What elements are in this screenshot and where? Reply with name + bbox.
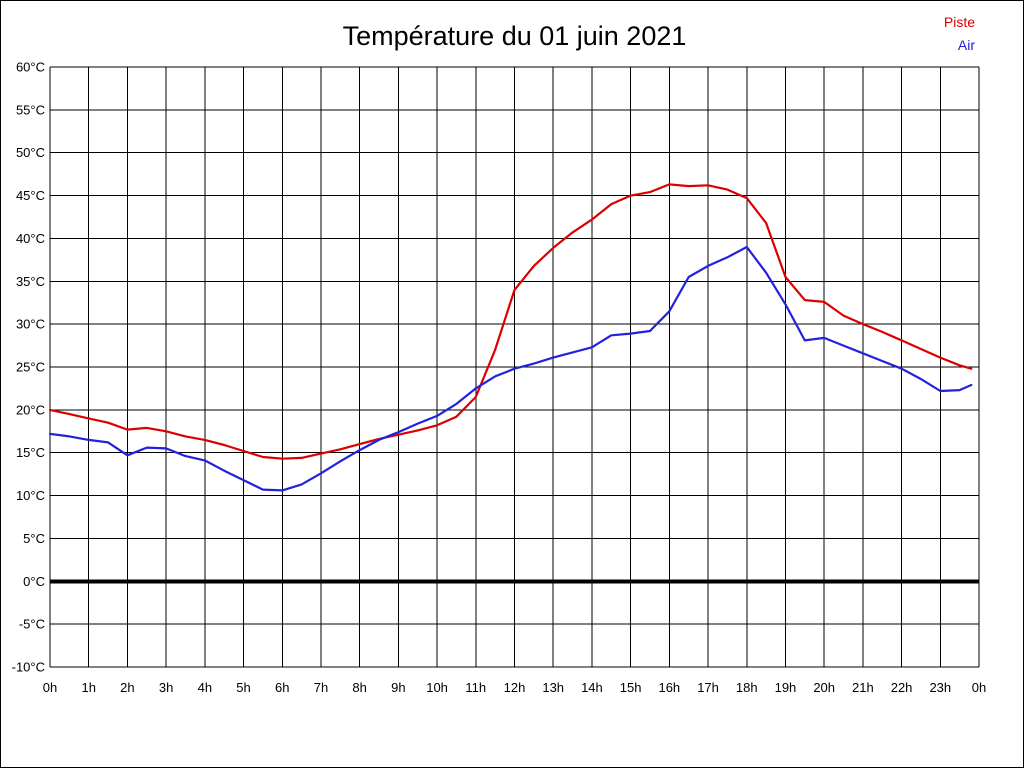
chart-legend: Piste Air: [944, 11, 975, 57]
x-axis-tick-label: 9h: [391, 680, 405, 695]
x-axis-tick-label: 2h: [120, 680, 134, 695]
x-axis-tick-label: 11h: [465, 680, 486, 695]
y-axis-tick-label: 30°C: [16, 317, 45, 332]
y-axis-tick-label: 40°C: [16, 231, 45, 246]
x-axis-tick-label: 6h: [275, 680, 289, 695]
x-axis-tick-label: 7h: [314, 680, 328, 695]
legend-item-piste: Piste: [943, 14, 975, 30]
series-line-air: [48, 245, 973, 492]
x-axis-tick-label: 12h: [504, 680, 526, 695]
x-axis-tick-label: 17h: [697, 680, 719, 695]
x-axis-tick-label: 10h: [426, 680, 448, 695]
y-axis-tick-label: 0°C: [23, 574, 45, 589]
x-axis-tick-label: 19h: [775, 680, 797, 695]
y-axis-tick-label: 20°C: [16, 402, 45, 417]
x-axis-tick-label: 23h: [929, 680, 951, 695]
chart-title: Température du 01 juin 2021: [342, 21, 687, 51]
x-axis-tick-label: 0h: [972, 680, 986, 695]
x-axis-tick-label: 22h: [891, 680, 913, 695]
y-axis-tick-label: 50°C: [16, 145, 45, 160]
y-axis-tick-label: 25°C: [16, 360, 45, 375]
y-axis-tick-label: 35°C: [16, 274, 45, 289]
x-axis-tick-label: 14h: [581, 680, 603, 695]
y-axis-tick-label: 10°C: [16, 488, 45, 503]
x-axis-tick-label: 21h: [852, 680, 874, 695]
x-axis-tick-label: 13h: [542, 680, 564, 695]
x-axis-tick-label: 5h: [236, 680, 250, 695]
y-axis-tick-label: 15°C: [16, 445, 45, 460]
x-axis-tick-label: 1h: [81, 680, 95, 695]
x-axis-tick-label: 16h: [658, 680, 680, 695]
y-axis-tick-label: 45°C: [16, 188, 45, 203]
x-axis-tick-label: 4h: [198, 680, 212, 695]
y-axis-tick-label: -5°C: [19, 617, 45, 632]
x-axis-tick-label: 20h: [813, 680, 835, 695]
y-axis-tick-label: 55°C: [16, 102, 45, 117]
series-line-piste: [48, 183, 973, 460]
y-axis-tick-label: 60°C: [16, 60, 45, 75]
x-axis-tick-label: 0h: [43, 680, 57, 695]
y-axis-tick-label: -10°C: [12, 660, 45, 675]
x-axis-tick-label: 15h: [620, 680, 642, 695]
x-axis-tick-label: 3h: [159, 680, 173, 695]
legend-item-air: Air: [957, 37, 975, 53]
x-axis-tick-label: 18h: [736, 680, 758, 695]
y-axis-tick-label: 5°C: [23, 531, 45, 546]
x-axis-tick-label: 8h: [352, 680, 366, 695]
